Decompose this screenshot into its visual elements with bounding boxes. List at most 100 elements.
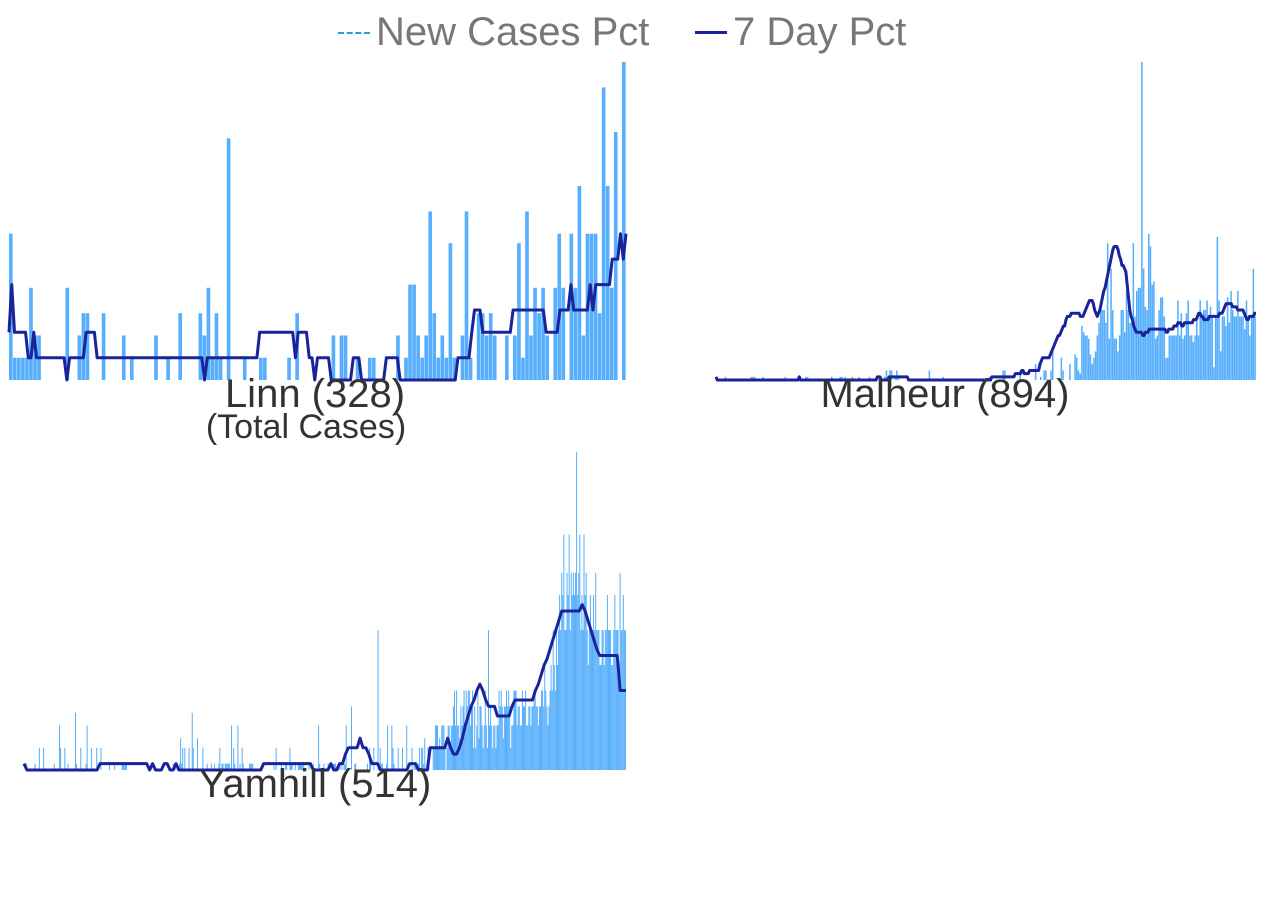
yamhill-new-cases-bar: [241, 747, 243, 770]
malheur-new-cases-bar: [1221, 316, 1224, 380]
malheur-new-cases-bar: [1158, 310, 1160, 380]
linn-new-cases-bar: [367, 357, 372, 380]
yamhill-new-cases-bar: [513, 690, 515, 770]
yamhill-new-cases-bar: [530, 725, 532, 770]
malheur-new-cases-bar: [839, 376, 841, 380]
malheur-new-cases-bar: [806, 376, 809, 380]
linn-new-cases-bar: [25, 357, 29, 380]
malheur-new-cases-bar: [1165, 357, 1167, 380]
linn-new-cases-bar: [613, 131, 618, 380]
panel-linn: [7, 62, 628, 382]
linn-new-cases-bar: [581, 335, 586, 380]
malheur-new-cases-bar: [1214, 316, 1217, 380]
malheur-new-cases-bar: [1120, 310, 1123, 380]
linn-new-cases-bar: [517, 243, 521, 380]
yamhill-new-cases-bar: [517, 706, 519, 770]
linn-new-cases-bar: [529, 335, 533, 380]
malheur-new-cases-bar: [1146, 310, 1148, 380]
yamhill-new-cases-bar: [440, 747, 442, 770]
malheur-new-cases-bar: [1245, 300, 1248, 380]
yamhill-new-cases-bar: [489, 725, 491, 770]
yamhill-new-cases-bar: [446, 747, 448, 770]
yamhill-new-cases-bar: [300, 763, 302, 770]
yamhill-new-cases-bar: [228, 763, 230, 770]
yamhill-new-cases-bar: [623, 630, 625, 770]
yamhill-new-cases-bar: [579, 534, 581, 770]
linn-new-cases-bar: [557, 233, 562, 380]
linn-new-cases-bar: [452, 357, 457, 380]
malheur-new-cases-bar: [1101, 310, 1104, 380]
yamhill-new-cases-bar: [510, 747, 512, 770]
chart-legend: New Cases Pct 7 Day Pct: [0, 10, 1280, 58]
yamhill-new-cases-bar: [181, 763, 183, 770]
linn-new-cases-bar: [541, 287, 545, 380]
yamhill-new-cases-bar: [53, 763, 55, 770]
malheur-new-cases-bar: [1149, 246, 1152, 380]
yamhill-new-cases-bar: [456, 690, 458, 770]
yamhill-new-cases-bar: [559, 595, 561, 770]
yamhill-new-cases-bar: [534, 690, 536, 770]
malheur-new-cases-bar: [1204, 310, 1207, 380]
yamhill-new-cases-bar: [528, 706, 530, 770]
yamhill-new-cases-bar: [527, 725, 529, 770]
malheur-new-cases-bar: [868, 376, 871, 380]
linn-7-day-pct-line: [7, 232, 628, 382]
yamhill-new-cases-bar: [586, 630, 588, 770]
legend-item-new-cases-pct[interactable]: New Cases Pct: [338, 10, 649, 55]
linn-new-cases-bar: [263, 357, 267, 380]
yamhill-new-cases-bar: [334, 763, 336, 770]
malheur-new-cases-bar: [885, 370, 888, 380]
yamhill-new-cases-bar: [341, 763, 343, 770]
yamhill-new-cases-bar: [491, 725, 493, 770]
linn-new-cases-bar: [521, 357, 525, 380]
yamhill-new-cases-bar: [533, 690, 535, 770]
yamhill-new-cases-bar: [472, 690, 474, 770]
malheur-new-cases-bar: [1079, 373, 1081, 380]
yamhill-new-cases-bar: [418, 747, 420, 770]
yamhill-new-cases-bar: [414, 763, 416, 770]
malheur-new-cases-bar: [1115, 338, 1117, 380]
linn-new-cases-bar: [210, 357, 215, 380]
malheur-7-day-pct-line: [714, 244, 1257, 382]
yamhill-new-cases-bar: [298, 763, 300, 770]
malheur-new-cases-bar: [1175, 335, 1177, 380]
linn-new-cases-bar: [597, 313, 602, 380]
malheur-bars: [724, 62, 1256, 380]
yamhill-new-cases-bar: [297, 763, 299, 770]
yamhill-new-cases-bar: [432, 747, 434, 770]
yamhill-new-cases-bar: [595, 572, 597, 770]
legend-item-7-day-pct[interactable]: 7 Day Pct: [695, 10, 906, 55]
yamhill-new-cases-bar: [518, 706, 520, 770]
malheur-new-cases-bar: [750, 376, 752, 380]
malheur-new-cases-bar: [1225, 325, 1227, 380]
yamhill-new-cases-bar: [521, 690, 523, 770]
yamhill-new-cases-bar: [469, 725, 471, 770]
linn-new-cases-bar: [198, 313, 203, 380]
yamhill-new-cases-bar: [438, 747, 440, 770]
yamhill-new-cases-bar: [202, 747, 204, 770]
yamhill-new-cases-bar: [251, 763, 253, 770]
linn-new-cases-bar: [577, 186, 582, 380]
malheur-new-cases-bar: [1197, 335, 1200, 380]
yamhill-new-cases-bar: [468, 690, 470, 770]
linn-new-cases-bar: [569, 233, 574, 380]
yamhill-new-cases-bar: [508, 690, 510, 770]
yamhill-new-cases-bar: [252, 763, 254, 770]
malheur-new-cases-bar: [1086, 335, 1088, 380]
malheur-new-cases-bar: [1112, 310, 1114, 380]
yamhill-new-cases-bar: [449, 747, 451, 770]
yamhill-new-cases-bar: [323, 763, 325, 770]
yamhill-new-cases-bar: [481, 725, 483, 770]
yamhill-new-cases-bar: [516, 725, 518, 770]
yamhill-new-cases-bar: [525, 690, 527, 770]
yamhill-new-cases-bar: [544, 665, 546, 770]
malheur-new-cases-bar: [1124, 332, 1126, 380]
linn-new-cases-bar: [259, 357, 263, 380]
yamhill-7-day-pct-line: [22, 603, 626, 772]
malheur-new-cases-bar: [942, 376, 944, 380]
malheur-new-cases-bar: [1226, 297, 1229, 380]
malheur-new-cases-bar: [1172, 335, 1174, 380]
yamhill-new-cases-bar: [555, 630, 557, 770]
malheur-new-cases-bar: [1139, 287, 1141, 380]
yamhill-new-cases-bar: [125, 763, 127, 770]
